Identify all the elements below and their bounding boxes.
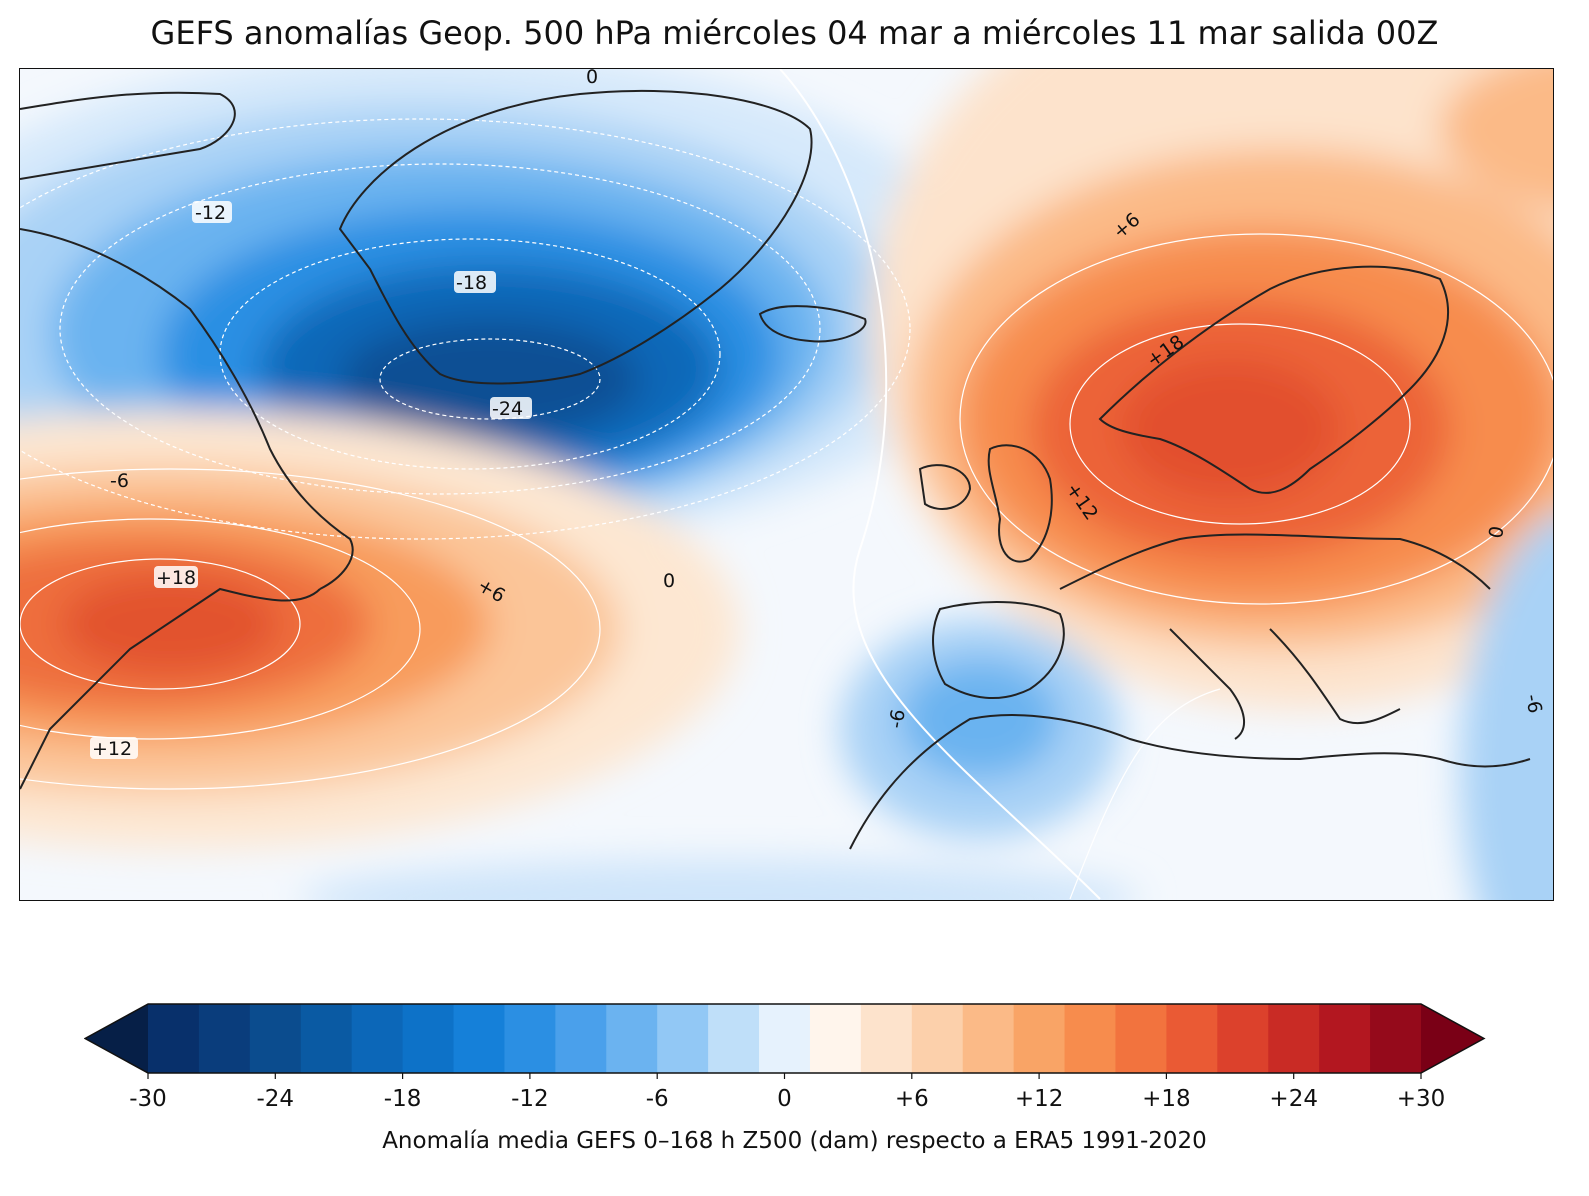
colorbar-bin (1268, 1004, 1320, 1073)
map-title: GEFS anomalías Geop. 500 hPa miércoles 0… (150, 14, 1439, 52)
contour-label-background (154, 566, 198, 588)
colorbar-bin (555, 1004, 607, 1073)
colorbar-bin (860, 1004, 913, 1073)
colorbar-tick-label: -30 (129, 1086, 167, 1112)
colorbar-tick-label: 0 (777, 1086, 792, 1112)
colorbar-bin (1115, 1004, 1167, 1073)
colorbar-bin (453, 1004, 505, 1073)
contour-label: 0 (1485, 524, 1509, 540)
map-panel: 0 -12 -18 -24 -6 +6 +18 +12 +18 +6 0 +12… (19, 68, 1554, 901)
colorbar: -30 -24 -18 -12 -6 0 +6 +12 +18 +24 +30 (84, 1003, 1486, 1112)
contour-lines (20, 69, 1553, 900)
contour-label-background (90, 737, 138, 759)
colorbar-bin (351, 1004, 404, 1073)
colorbar-bins (148, 1004, 1422, 1073)
contour-label: -6 (110, 470, 129, 492)
contour-label-background (192, 201, 232, 223)
colorbar-ticks: -30 -24 -18 -12 -6 0 +6 +12 +18 +24 +30 (129, 1073, 1445, 1112)
contour-label-background (454, 271, 496, 293)
colorbar-bin (708, 1004, 760, 1073)
colorbar-tick-label: +6 (895, 1086, 929, 1112)
colorbar-label: Anomalía media GEFS 0–168 h Z500 (dam) r… (382, 1128, 1207, 1154)
colorbar-bin (249, 1004, 302, 1073)
contour-label: -6 (885, 708, 910, 730)
anomaly-map: 0 -12 -18 -24 -6 +6 +18 +12 +18 +6 0 +12… (20, 69, 1553, 900)
colorbar-bin (504, 1004, 556, 1073)
contour-label: +18 (156, 567, 196, 589)
contour-label: -24 (492, 398, 523, 420)
coastlines (20, 89, 1531, 850)
colorbar-bin (1013, 1004, 1066, 1073)
colorbar-bin (911, 1004, 964, 1073)
contour-label: -18 (456, 272, 487, 294)
colorbar-bin (300, 1004, 353, 1073)
colorbar-tick-label: -18 (384, 1086, 422, 1112)
colorbar-bin (1064, 1004, 1116, 1073)
colorbar-extend-min (85, 1004, 148, 1073)
colorbar-tick-label: +12 (1015, 1086, 1064, 1112)
colorbar-bin (657, 1004, 709, 1073)
colorbar-bin (402, 1004, 455, 1073)
contour-label: -6 (1521, 693, 1546, 715)
colorbar-tick-label: +30 (1397, 1086, 1446, 1112)
contour-label: -12 (195, 202, 226, 224)
colorbar-bin (1319, 1004, 1371, 1073)
colorbar-tick-label: -12 (511, 1086, 549, 1112)
contour-label: 0 (663, 570, 675, 592)
colorbar-bin (1370, 1004, 1422, 1073)
colorbar-bin (148, 1004, 200, 1073)
anomaly-fill (20, 69, 1553, 900)
colorbar-tick-label: -24 (257, 1086, 295, 1112)
colorbar-bin (1217, 1004, 1269, 1073)
colorbar-tick-label: +18 (1142, 1086, 1191, 1112)
colorbar-bin (809, 1004, 862, 1073)
colorbar-tick-label: -6 (646, 1086, 669, 1112)
colorbar-bin (1166, 1004, 1218, 1073)
colorbar-bin (962, 1004, 1015, 1073)
colorbar-bin (198, 1004, 251, 1073)
contour-label-background (490, 397, 532, 419)
contour-label: 0 (586, 69, 598, 88)
colorbar-tick-label: +24 (1269, 1086, 1318, 1112)
colorbar-extend-max (1421, 1004, 1484, 1073)
contour-label: +12 (92, 738, 132, 760)
colorbar-bin (759, 1004, 811, 1073)
colorbar-bin (606, 1004, 658, 1073)
